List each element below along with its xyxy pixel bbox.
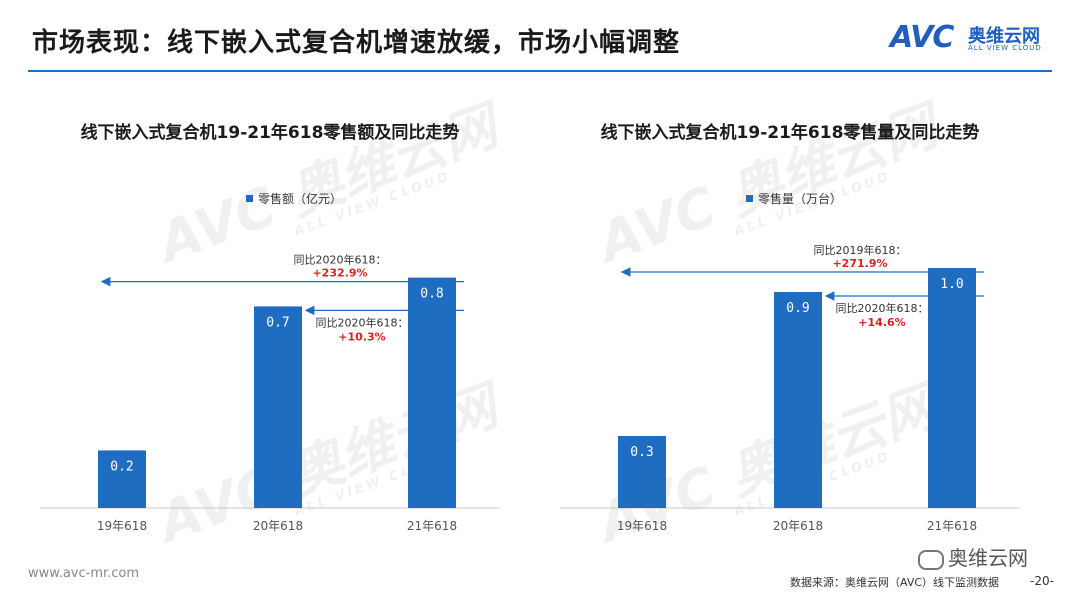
x-tick-label: 19年618 bbox=[617, 519, 667, 533]
bar bbox=[254, 306, 302, 508]
annotation-text: 同比2020年618： bbox=[836, 301, 929, 315]
bar-value-label: 0.9 bbox=[786, 301, 809, 316]
annotation-text: 同比2020年618： bbox=[316, 315, 409, 329]
legend-swatch bbox=[246, 195, 253, 202]
legend-swatch bbox=[746, 195, 753, 202]
legend-label: 零售额（亿元） bbox=[258, 192, 343, 206]
bar-value-label: 0.3 bbox=[630, 445, 653, 460]
chart-plot: 0.219年6180.720年6180.821年618同比2020年618：+2… bbox=[40, 253, 500, 533]
bar-value-label: 0.7 bbox=[266, 315, 289, 330]
x-tick-label: 19年618 bbox=[97, 519, 147, 533]
logo-name-cn: 奥维云网 bbox=[968, 26, 1040, 47]
chart-legend: 零售额（亿元） bbox=[246, 190, 342, 207]
chart-retail-volume: 线下嵌入式复合机19-21年618零售量及同比走势 零售量（万台） 0.3 19年… bbox=[560, 110, 1020, 540]
x-tick-label: 20年618 bbox=[253, 519, 303, 533]
logo-name-en: ALL VIEW CLOUD bbox=[968, 44, 1042, 52]
page-number: -20- bbox=[1030, 574, 1054, 588]
wechat-icon bbox=[918, 549, 944, 570]
bar bbox=[408, 277, 456, 508]
logo-mark: AVC bbox=[890, 20, 954, 55]
chart-plot: 0.3 19年618 0.9 20年618 1.0 21年618 同比2019年618：+2… bbox=[560, 243, 1020, 533]
bar bbox=[618, 436, 666, 508]
bar bbox=[98, 450, 146, 508]
bar bbox=[928, 268, 976, 508]
bar-value-label: 0.8 bbox=[420, 287, 443, 302]
legend-label: 零售量（万台） bbox=[758, 192, 843, 206]
x-tick-label: 21年618 bbox=[407, 519, 457, 533]
chart-title: 线下嵌入式复合机19-21年618零售额及同比走势 bbox=[80, 123, 460, 143]
annotation-value: +232.9% bbox=[312, 267, 367, 280]
header-divider bbox=[28, 70, 1052, 72]
bar-value-label: 0.2 bbox=[110, 459, 133, 474]
bar bbox=[774, 292, 822, 508]
page-title: 市场表现：线下嵌入式复合机增速放缓，市场小幅调整 bbox=[32, 28, 681, 58]
annotation-text: 同比2019年618： bbox=[814, 243, 907, 257]
brand-logo: AVC 奥维云网 ALL VIEW CLOUD bbox=[890, 20, 1060, 60]
footer-source: 数据来源：奥维云网（AVC）线下监测数据 bbox=[790, 576, 1000, 589]
annotation-value: +271.9% bbox=[832, 257, 887, 270]
footer-url: www.avc-mr.com bbox=[28, 566, 140, 581]
x-tick-label: 21年618 bbox=[927, 519, 977, 533]
annotation-text: 同比2020年618： bbox=[294, 253, 387, 267]
chart-retail-sales: 线下嵌入式复合机19-21年618零售额及同比走势 零售额（亿元） 0.2 19年… bbox=[40, 110, 500, 540]
bar-value-label: 1.0 bbox=[940, 277, 963, 292]
chart-legend: 零售量（万台） bbox=[746, 190, 842, 207]
wechat-badge: 奥维云网 bbox=[918, 542, 1028, 571]
annotation-value: +10.3% bbox=[338, 330, 385, 343]
x-tick-label: 20年618 bbox=[773, 519, 823, 533]
chart-title: 线下嵌入式复合机19-21年618零售量及同比走势 bbox=[600, 123, 980, 143]
annotation-value: +14.6% bbox=[858, 316, 905, 329]
